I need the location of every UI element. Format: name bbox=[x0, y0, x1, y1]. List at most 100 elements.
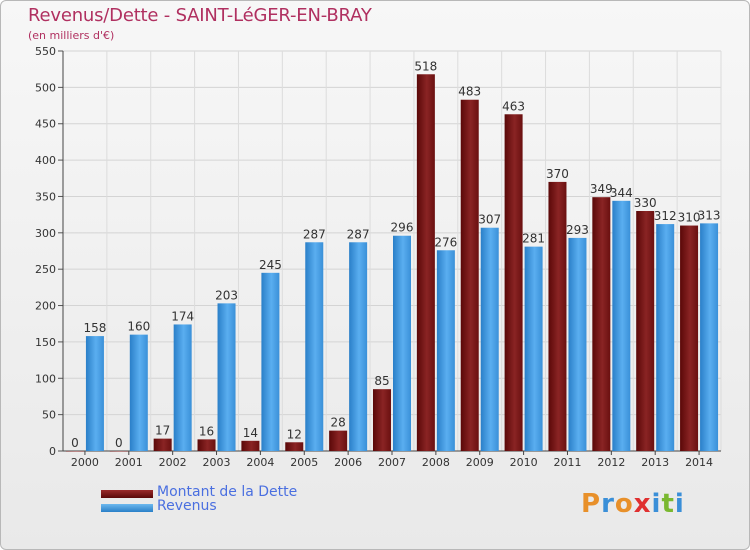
x-tick-label: 2004 bbox=[246, 456, 274, 469]
x-tick-label: 2007 bbox=[378, 456, 406, 469]
y-tick-label: 100 bbox=[35, 372, 56, 385]
bar-revenue bbox=[393, 235, 411, 451]
y-tick-label: 550 bbox=[35, 45, 56, 58]
bar-revenue bbox=[700, 223, 719, 451]
y-tick-label: 450 bbox=[35, 118, 56, 131]
bar-debt bbox=[548, 181, 567, 451]
data-label-debt: 16 bbox=[199, 424, 214, 438]
y-tick-label: 150 bbox=[35, 336, 56, 349]
bar-revenue bbox=[524, 246, 543, 451]
bar-debt bbox=[592, 197, 611, 451]
data-label-revenue: 296 bbox=[391, 221, 414, 235]
y-tick-label: 200 bbox=[35, 300, 56, 313]
data-label-revenue: 276 bbox=[434, 235, 457, 249]
data-label-debt: 370 bbox=[546, 167, 569, 181]
data-label-debt: 310 bbox=[678, 211, 701, 225]
x-tick-label: 2006 bbox=[334, 456, 362, 469]
logo-letter: P bbox=[581, 489, 602, 519]
logo-letter: r bbox=[601, 489, 615, 519]
bar-debt bbox=[329, 430, 348, 451]
logo-letter: o bbox=[614, 489, 634, 519]
bar-debt bbox=[680, 225, 699, 451]
data-label-debt: 463 bbox=[502, 99, 525, 113]
data-label-debt: 0 bbox=[115, 436, 123, 450]
bar-debt bbox=[636, 211, 655, 451]
data-label-debt: 483 bbox=[458, 85, 481, 99]
data-label-debt: 17 bbox=[155, 424, 170, 438]
x-tick-label: 2010 bbox=[510, 456, 538, 469]
bar-debt bbox=[109, 451, 128, 452]
data-label-revenue: 160 bbox=[127, 320, 150, 334]
bar-debt bbox=[153, 438, 172, 451]
data-label-debt: 12 bbox=[287, 427, 302, 441]
data-label-revenue: 281 bbox=[522, 232, 545, 246]
bar-debt bbox=[65, 451, 84, 452]
data-label-revenue: 203 bbox=[215, 288, 238, 302]
y-tick-label: 300 bbox=[35, 227, 56, 240]
bar-revenue bbox=[173, 324, 192, 451]
bar-revenue bbox=[480, 227, 499, 451]
logo-letter: t bbox=[661, 489, 675, 519]
x-tick-label: 2013 bbox=[641, 456, 669, 469]
y-tick-label: 350 bbox=[35, 190, 56, 203]
legend-label-debt: Montant de la Dette bbox=[157, 484, 298, 500]
x-tick-label: 2014 bbox=[685, 456, 713, 469]
data-label-revenue: 293 bbox=[566, 223, 589, 237]
proxiti-logo: Proxiti bbox=[581, 489, 685, 519]
bar-debt bbox=[241, 440, 260, 451]
bar-revenue bbox=[129, 334, 148, 451]
data-label-debt: 330 bbox=[634, 196, 657, 210]
bar-revenue bbox=[217, 303, 236, 451]
chart-subtitle: (en milliers d'€) bbox=[28, 29, 115, 42]
bar-debt bbox=[285, 442, 304, 451]
data-label-revenue: 174 bbox=[171, 309, 194, 323]
data-label-debt: 0 bbox=[71, 436, 79, 450]
bar-debt bbox=[460, 99, 479, 452]
data-label-debt: 14 bbox=[243, 426, 258, 440]
y-tick-label: 50 bbox=[42, 409, 56, 422]
data-label-debt: 518 bbox=[414, 59, 437, 73]
data-label-debt: 85 bbox=[374, 374, 389, 388]
bar-revenue bbox=[656, 224, 675, 451]
data-label-revenue: 312 bbox=[654, 209, 677, 223]
data-label-revenue: 344 bbox=[610, 186, 633, 200]
x-tick-label: 2002 bbox=[159, 456, 187, 469]
data-label-revenue: 307 bbox=[478, 213, 501, 227]
y-tick-label: 400 bbox=[35, 154, 56, 167]
data-label-revenue: 313 bbox=[698, 208, 721, 222]
bar-debt bbox=[416, 74, 435, 451]
data-label-debt: 349 bbox=[590, 182, 613, 196]
bar-revenue bbox=[568, 237, 587, 451]
logo-letter: i bbox=[651, 489, 662, 519]
bar-revenue bbox=[349, 242, 368, 451]
logo-letter: i bbox=[674, 489, 685, 519]
bar-revenue bbox=[261, 272, 280, 451]
legend-swatch-debt bbox=[101, 490, 153, 498]
bar-debt bbox=[373, 389, 391, 451]
chart-title: Revenus/Dette - SAINT-LéGER-EN-BRAY bbox=[28, 5, 372, 26]
y-tick-label: 250 bbox=[35, 263, 56, 276]
legend-label-revenue: Revenus bbox=[157, 498, 217, 514]
data-label-debt: 28 bbox=[330, 416, 345, 430]
bar-revenue bbox=[85, 336, 104, 451]
x-tick-label: 2008 bbox=[422, 456, 450, 469]
legend-swatch-revenue bbox=[101, 504, 153, 512]
bar-debt bbox=[197, 439, 216, 451]
y-tick-label: 500 bbox=[35, 81, 56, 94]
data-label-revenue: 287 bbox=[303, 227, 326, 241]
x-tick-label: 2000 bbox=[71, 456, 99, 469]
bar-debt bbox=[504, 114, 523, 451]
bar-revenue bbox=[612, 200, 631, 451]
x-tick-label: 2011 bbox=[553, 456, 581, 469]
y-tick-label: 0 bbox=[49, 445, 56, 458]
data-label-revenue: 158 bbox=[83, 321, 106, 335]
x-tick-label: 2001 bbox=[115, 456, 143, 469]
data-label-revenue: 245 bbox=[259, 258, 282, 272]
x-tick-label: 2003 bbox=[203, 456, 231, 469]
bar-revenue bbox=[436, 250, 455, 451]
x-tick-label: 2009 bbox=[466, 456, 494, 469]
x-tick-label: 2005 bbox=[290, 456, 318, 469]
bar-revenue bbox=[305, 242, 324, 451]
